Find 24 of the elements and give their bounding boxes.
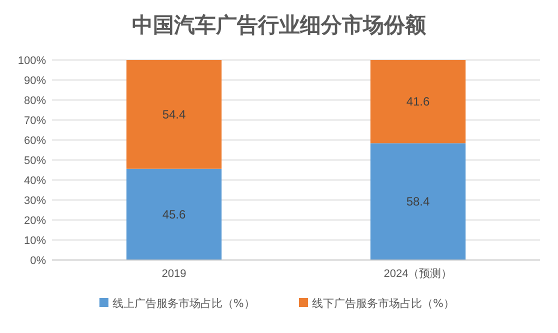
bar [370,60,466,144]
y-tick-label: 80% [24,95,46,107]
bar [126,60,222,169]
x-tick-label: 2024（预测） [384,268,452,280]
data-label: 54.4 [162,107,186,122]
y-tick-label: 90% [24,75,46,87]
y-tick-label: 50% [24,155,46,167]
y-tick-label: 20% [24,215,46,227]
legend-label: 线上广告服务市场占比（%） [112,297,255,310]
bar [126,168,222,260]
y-tick-label: 30% [24,195,46,207]
data-label: 58.4 [406,194,430,209]
y-tick-label: 60% [24,135,46,147]
y-tick-label: 100% [18,55,46,67]
chart-title: 中国汽车广告行业细分市场份额 [132,13,427,37]
x-tick-label: 2019 [162,268,186,280]
y-tick-label: 0% [30,255,46,267]
y-tick-label: 10% [24,235,46,247]
legend-label: 线下广告服务市场占比（%） [312,297,454,310]
data-label: 45.6 [162,207,186,222]
y-tick-label: 40% [24,175,46,187]
bar [370,143,466,260]
data-label: 41.6 [406,94,430,109]
y-tick-label: 70% [24,115,46,127]
